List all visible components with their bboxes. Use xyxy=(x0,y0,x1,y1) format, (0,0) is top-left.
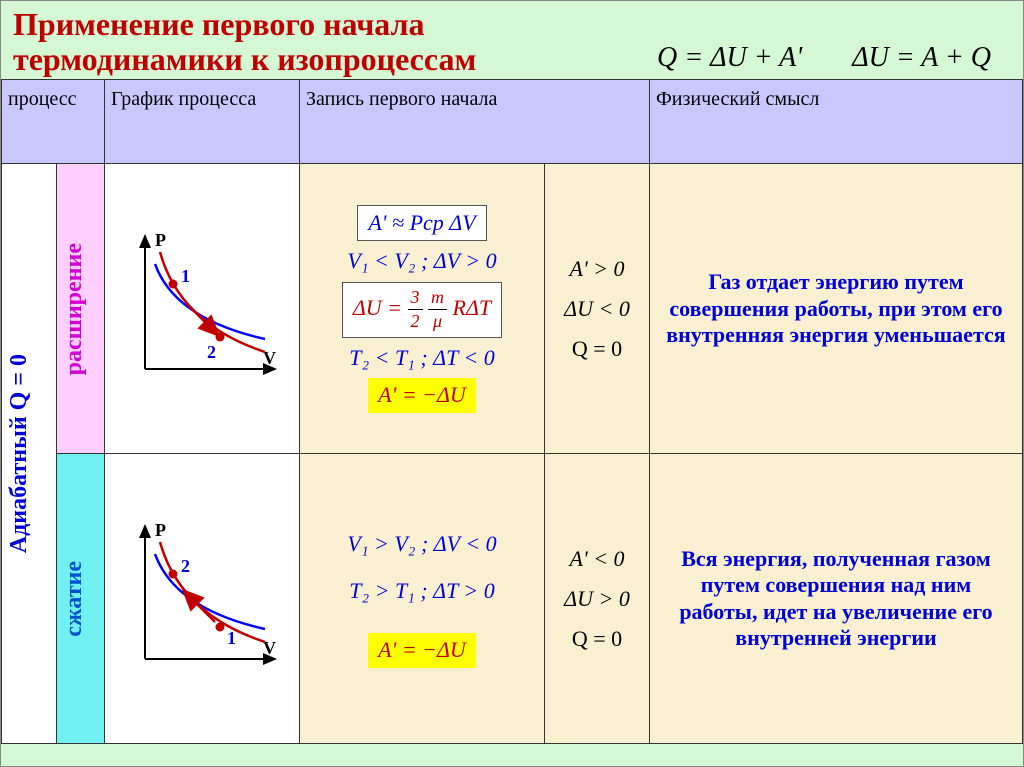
expansion-meaning: Газ отдает энергию путем совершения рабо… xyxy=(666,269,1006,348)
header-row: процесс График процесса Запись первого н… xyxy=(2,80,1023,164)
header-process: процесс xyxy=(2,80,105,164)
eq-v-expansion: V₁ < V₂ ; ΔV > 0 xyxy=(306,247,538,276)
formula-du: ΔU = A + Q xyxy=(852,42,991,74)
title-area: Применение первого начала термодинамики … xyxy=(1,1,1023,79)
eq-a-expansion: A' ≈ Pср ΔV xyxy=(357,205,486,242)
header-graph: График процесса xyxy=(105,80,300,164)
expansion-label-cell: расширение xyxy=(57,164,105,454)
compression-graph-cell: P V 2 1 xyxy=(105,454,300,744)
eq-v-compression: V₁ > V₂ ; ΔV < 0 xyxy=(306,530,538,559)
compression-meaning: Вся энергия, полученная газом путем сове… xyxy=(666,546,1006,652)
cond-du-exp: ΔU < 0 xyxy=(549,296,645,322)
adiabatic-label: Адиабатный Q = 0 xyxy=(2,346,37,561)
compression-conditions: A' < 0 ΔU > 0 Q = 0 xyxy=(545,454,650,744)
compression-label: сжатие xyxy=(57,553,92,645)
header-meaning: Физический смысл xyxy=(650,80,1023,164)
p-axis-label: P xyxy=(155,230,166,250)
expansion-label: расширение xyxy=(57,235,92,383)
process-table: процесс График процесса Запись первого н… xyxy=(1,79,1023,744)
eq-t-expansion: T₂ < T₁ ; ΔT < 0 xyxy=(306,344,538,373)
slide-title: Применение первого начала термодинамики … xyxy=(13,7,657,77)
compression-label-cell: сжатие xyxy=(57,454,105,744)
compression-formulas: V₁ > V₂ ; ΔV < 0 T₂ > T₁ ; ΔT > 0 A' = −… xyxy=(300,454,545,744)
expansion-row: Адиабатный Q = 0 расширение xyxy=(2,164,1023,454)
expansion-meaning-cell: Газ отдает энергию путем совершения рабо… xyxy=(650,164,1023,454)
svg-text:1: 1 xyxy=(181,266,190,286)
compression-row: сжатие P V xyxy=(2,454,1023,744)
eq-t-compression: T₂ > T₁ ; ΔT > 0 xyxy=(306,577,538,606)
eq-final-compression: A' = −ΔU xyxy=(368,633,476,668)
formula-q: Q = ΔU + A' xyxy=(657,42,802,74)
header-firstlaw: Запись первого начала xyxy=(300,80,650,164)
cond-q-comp: Q = 0 xyxy=(549,626,645,652)
expansion-conditions: A' > 0 ΔU < 0 Q = 0 xyxy=(545,164,650,454)
cond-a-comp: A' < 0 xyxy=(549,546,645,572)
expansion-graph-cell: P V 1 2 xyxy=(105,164,300,454)
title-formulas: Q = ΔU + A' ΔU = A + Q xyxy=(657,7,1011,74)
adiabatic-label-cell: Адиабатный Q = 0 xyxy=(2,164,57,744)
eq-final-expansion: A' = −ΔU xyxy=(368,378,476,413)
svg-text:P: P xyxy=(155,520,166,540)
cond-du-comp: ΔU > 0 xyxy=(549,586,645,612)
cond-q-exp: Q = 0 xyxy=(549,336,645,362)
compression-meaning-cell: Вся энергия, полученная газом путем сове… xyxy=(650,454,1023,744)
compression-graph: P V 2 1 xyxy=(115,514,290,684)
expansion-formulas: A' ≈ Pср ΔV V₁ < V₂ ; ΔV > 0 ΔU = 32 mμ … xyxy=(300,164,545,454)
slide-root: Применение первого начала термодинамики … xyxy=(0,0,1024,767)
svg-text:2: 2 xyxy=(181,556,190,576)
svg-text:2: 2 xyxy=(207,342,216,362)
cond-a-exp: A' > 0 xyxy=(549,256,645,282)
eq-du-expansion: ΔU = 32 mμ RΔT xyxy=(342,282,502,338)
expansion-graph: P V 1 2 xyxy=(115,224,290,394)
svg-text:1: 1 xyxy=(227,628,236,648)
